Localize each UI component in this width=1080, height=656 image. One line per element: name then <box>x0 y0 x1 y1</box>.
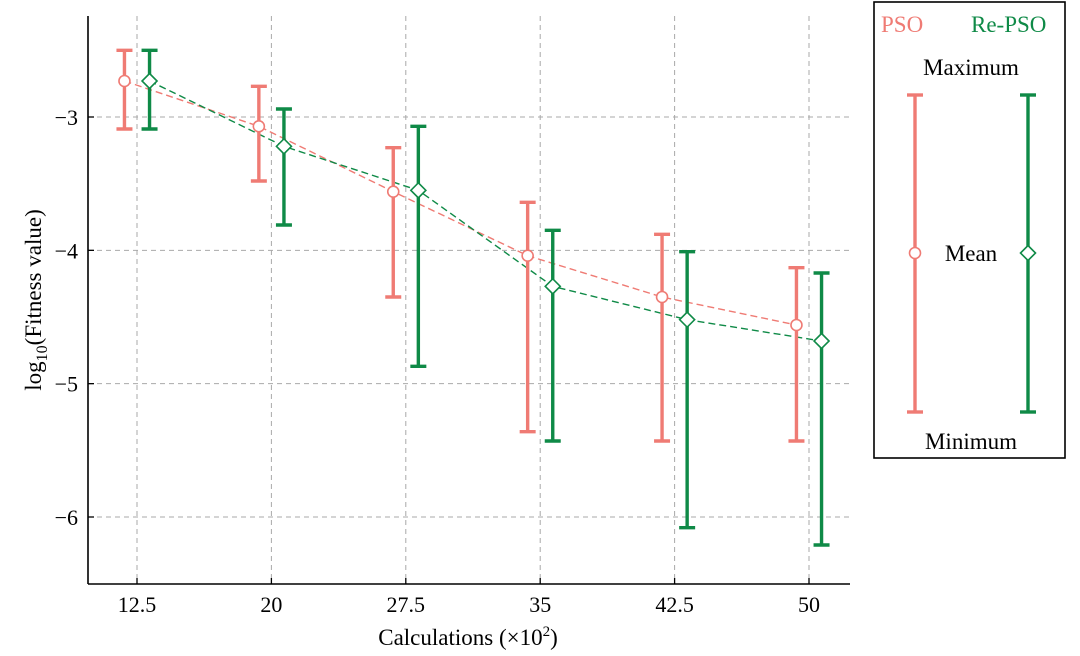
re-pso-mean-line <box>149 80 822 342</box>
x-axis-title-sup: 2 <box>543 624 551 640</box>
re-pso-mean-marker <box>409 181 427 199</box>
legend-maximum-label: Maximum <box>923 55 1019 80</box>
y-tick-label: −5 <box>55 372 78 397</box>
legend-mean-label: Mean <box>945 241 998 266</box>
re-pso-mean-marker <box>812 332 831 350</box>
legend-pso-label: PSO <box>881 12 923 37</box>
x-tick-label: 35 <box>529 592 551 617</box>
error-bars <box>116 48 830 547</box>
legend-repso-label: Re-PSO <box>971 12 1046 37</box>
series-lines <box>124 80 822 342</box>
x-axis-title-close: ) <box>550 625 558 650</box>
pso-mean-line <box>124 80 797 326</box>
legend-pso-marker <box>908 246 922 260</box>
re-pso-mean-marker <box>544 277 562 295</box>
x-axis-title: Calculations (×102) <box>378 624 558 650</box>
legend-minimum-label: Minimum <box>925 429 1017 454</box>
pso-mean-marker <box>521 249 534 262</box>
x-tick-label: 27.5 <box>387 592 426 617</box>
pso-mean-marker <box>252 120 266 133</box>
re-pso-mean-marker <box>275 137 293 155</box>
grid <box>88 16 850 584</box>
legend-re-pso-marker <box>1019 244 1037 262</box>
y-axis-title: log10(Fitness value) <box>21 209 51 390</box>
y-axis-title-rest: (Fitness value) <box>21 209 46 345</box>
x-tick-label: 12.5 <box>118 592 157 617</box>
axes <box>87 16 850 585</box>
ticks: 12.5 20 27.5 35 42.5 50 −3 −4 −5 −6 <box>55 105 820 617</box>
y-axis-title-sub: 10 <box>34 345 51 361</box>
y-tick-label: −6 <box>55 505 78 530</box>
y-tick-label: −3 <box>55 105 78 130</box>
pso-mean-marker <box>386 185 400 198</box>
x-tick-label: 20 <box>260 592 282 617</box>
pso-mean-marker <box>655 290 669 304</box>
legend: PSO Re-PSO Maximum Mean Minimum <box>873 1 1066 459</box>
x-tick-label: 42.5 <box>655 592 694 617</box>
legend-frame <box>873 1 1066 459</box>
markers <box>118 72 831 350</box>
y-tick-label: −4 <box>55 238 78 263</box>
re-pso-mean-marker <box>678 311 696 329</box>
pso-mean-marker <box>118 74 131 88</box>
pso-mean-marker <box>790 318 803 332</box>
x-tick-label: 50 <box>798 592 820 617</box>
re-pso-mean-marker <box>140 72 159 90</box>
legend-glyphs <box>907 93 1037 414</box>
